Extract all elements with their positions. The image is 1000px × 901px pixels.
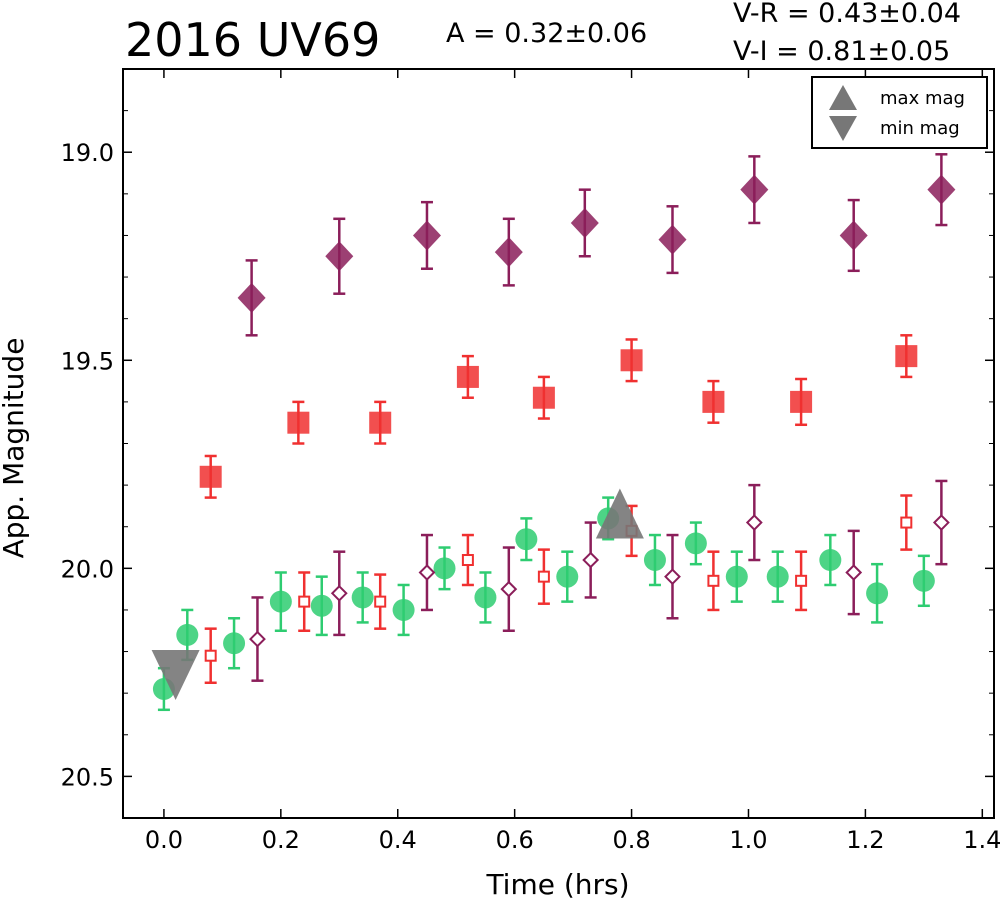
data-point-square	[900, 516, 913, 529]
data-point-diamond	[494, 237, 523, 268]
data-point-diamond	[249, 630, 266, 648]
plot-area	[151, 153, 956, 712]
y-axis-label: App. Magnitude	[0, 338, 30, 559]
data-point-diamond	[932, 514, 950, 531]
data-point-circle	[176, 623, 199, 646]
legend: max mag min mag	[811, 76, 988, 149]
data-point-square	[790, 390, 813, 413]
data-point-circle	[643, 549, 666, 572]
data-point-circle	[433, 557, 456, 580]
data-point-square	[287, 411, 310, 434]
data-point-circle	[684, 532, 707, 555]
data-point-circle	[819, 549, 842, 572]
chart-title: 2016 UV69	[125, 13, 380, 67]
data-point-diamond	[927, 174, 956, 205]
data-point-diamond	[740, 174, 769, 205]
data-point-square	[456, 365, 479, 388]
data-point-square	[707, 574, 720, 587]
axes: 0.0 0.2 0.4 0.6 0.8 1.0 1.2 1.4 19.0 19.5 20.0 20.5	[61, 69, 1000, 854]
data-point-square	[199, 465, 222, 488]
data-point-diamond	[582, 551, 600, 569]
data-point-circle	[766, 565, 789, 588]
data-point-circle	[866, 582, 889, 605]
max-mag-marker	[595, 488, 644, 539]
data-point-square	[537, 570, 550, 583]
data-point-diamond	[664, 568, 681, 586]
data-point-square	[461, 554, 474, 567]
data-point-square	[620, 349, 643, 372]
data-point-diamond	[500, 580, 518, 598]
data-point-diamond	[330, 584, 348, 602]
data-point-circle	[556, 565, 579, 588]
y-tick-label: 19.0	[61, 139, 114, 167]
x-tick-label: 0.4	[379, 826, 417, 854]
data-point-diamond	[570, 207, 599, 238]
data-point-diamond	[839, 220, 868, 251]
plot-frame	[122, 68, 995, 819]
x-tick-label: 1.0	[729, 826, 767, 854]
legend-min-mag-icon	[829, 116, 857, 141]
x-tick-label: 0.2	[262, 826, 300, 854]
min-mag-marker	[151, 650, 200, 701]
data-point-square	[532, 386, 555, 409]
data-point-diamond	[658, 224, 687, 255]
amplitude-label: A = 0.32±0.06	[446, 18, 647, 49]
color-index-vi: V-I = 0.81±0.05	[733, 36, 950, 67]
data-point-square	[369, 411, 392, 434]
data-point-diamond	[418, 564, 436, 581]
data-point-square	[795, 574, 808, 587]
data-point-circle	[392, 598, 415, 621]
data-point-circle	[310, 594, 333, 617]
data-point-diamond	[237, 282, 266, 313]
data-point-circle	[223, 632, 246, 655]
data-point-circle	[912, 569, 935, 592]
y-tick-label: 20.0	[61, 555, 114, 583]
data-point-square	[895, 345, 918, 368]
color-index-vr: V-R = 0.43±0.04	[733, 0, 961, 29]
data-point-circle	[351, 586, 374, 609]
legend-min-mag-label: min mag	[880, 118, 960, 139]
x-tick-label: 0.8	[612, 826, 650, 854]
data-point-circle	[269, 590, 292, 613]
y-tick-label: 19.5	[61, 347, 114, 375]
legend-max-mag-label: max mag	[880, 88, 965, 109]
data-point-square	[298, 595, 311, 608]
y-tick-label: 20.5	[61, 763, 114, 791]
data-point-square	[204, 649, 217, 662]
legend-max-mag-icon	[829, 85, 857, 110]
x-tick-label: 0.0	[145, 826, 183, 854]
data-point-diamond	[745, 514, 763, 531]
data-point-circle	[474, 586, 497, 609]
x-tick-label: 1.4	[963, 826, 1000, 854]
data-point-circle	[725, 565, 748, 588]
x-axis-label: Time (hrs)	[485, 868, 629, 901]
data-point-square	[702, 390, 725, 413]
data-point-diamond	[412, 220, 441, 251]
data-point-square	[374, 595, 387, 608]
x-tick-label: 1.2	[846, 826, 884, 854]
data-point-circle	[515, 528, 538, 551]
data-point-diamond	[845, 564, 863, 581]
x-tick-label: 0.6	[496, 826, 534, 854]
data-point-diamond	[325, 241, 354, 272]
